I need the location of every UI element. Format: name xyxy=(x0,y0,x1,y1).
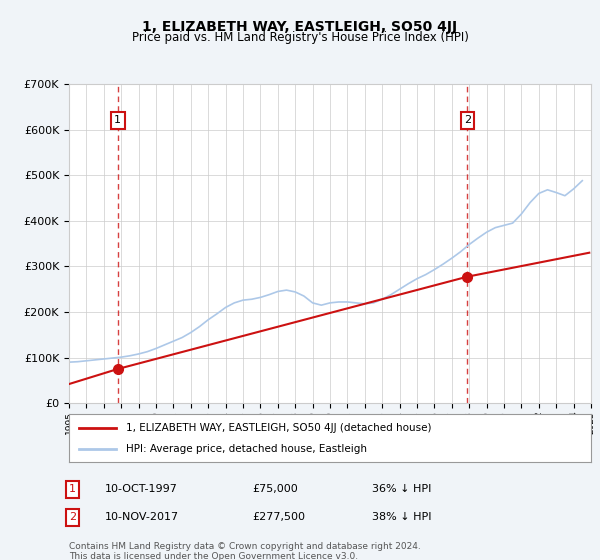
Text: Contains HM Land Registry data © Crown copyright and database right 2024.
This d: Contains HM Land Registry data © Crown c… xyxy=(69,542,421,560)
Text: 1: 1 xyxy=(114,115,121,125)
Text: £277,500: £277,500 xyxy=(252,512,305,522)
Text: HPI: Average price, detached house, Eastleigh: HPI: Average price, detached house, East… xyxy=(127,444,367,454)
Text: 2: 2 xyxy=(464,115,471,125)
Text: 1, ELIZABETH WAY, EASTLEIGH, SO50 4JJ (detached house): 1, ELIZABETH WAY, EASTLEIGH, SO50 4JJ (d… xyxy=(127,423,432,433)
Text: 1, ELIZABETH WAY, EASTLEIGH, SO50 4JJ: 1, ELIZABETH WAY, EASTLEIGH, SO50 4JJ xyxy=(142,20,458,34)
Text: £75,000: £75,000 xyxy=(252,484,298,494)
Text: Price paid vs. HM Land Registry's House Price Index (HPI): Price paid vs. HM Land Registry's House … xyxy=(131,31,469,44)
Text: 2: 2 xyxy=(69,512,76,522)
Text: 36% ↓ HPI: 36% ↓ HPI xyxy=(372,484,431,494)
Text: 38% ↓ HPI: 38% ↓ HPI xyxy=(372,512,431,522)
Text: 10-OCT-1997: 10-OCT-1997 xyxy=(105,484,178,494)
Text: 1: 1 xyxy=(69,484,76,494)
Text: 10-NOV-2017: 10-NOV-2017 xyxy=(105,512,179,522)
